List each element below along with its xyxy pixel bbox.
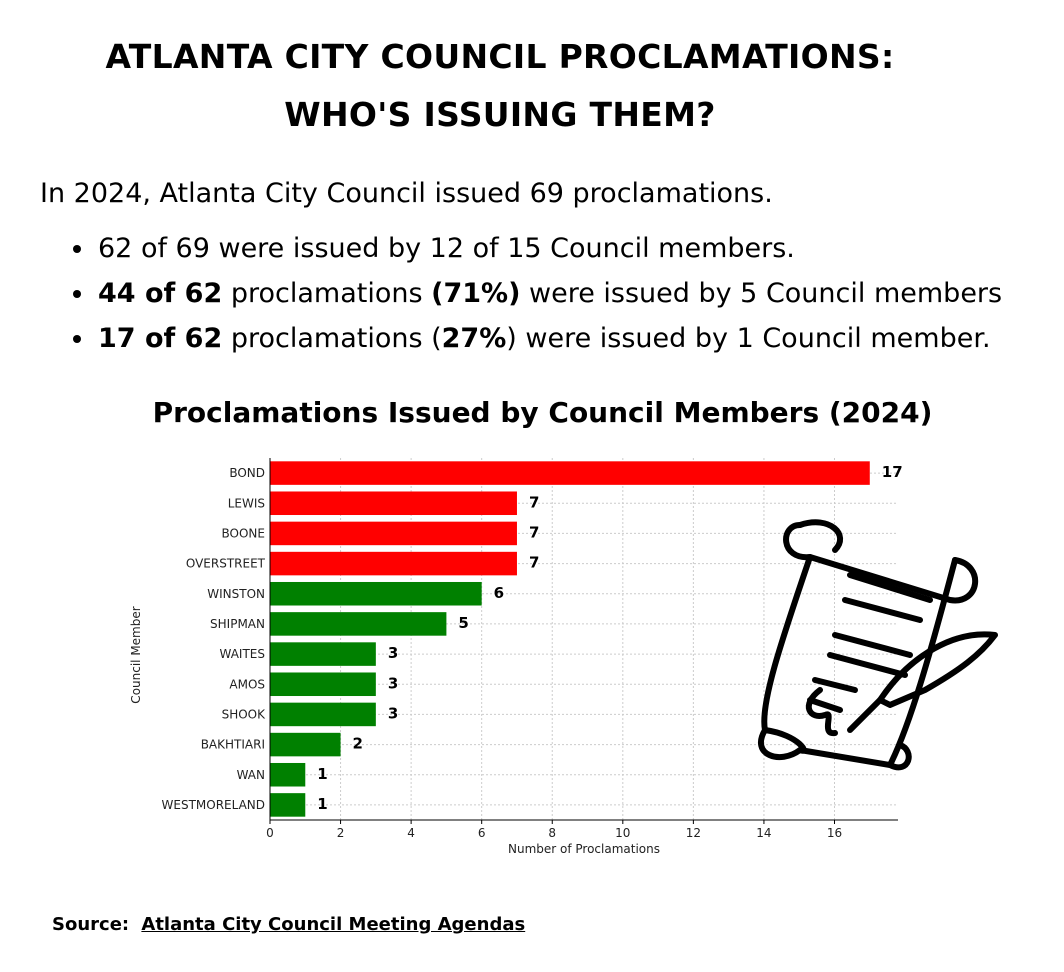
bar bbox=[270, 581, 482, 606]
bar bbox=[270, 461, 870, 485]
headline: ATLANTA CITY COUNCIL PROCLAMATIONS: WHO'… bbox=[0, 28, 1000, 144]
bullet-1-text: 62 of 69 were issued by 12 of 15 Council… bbox=[98, 233, 795, 264]
category-label: BAKHTIARI bbox=[201, 738, 265, 752]
x-tick-label: 8 bbox=[548, 826, 556, 840]
bullet-2-text-b: were issued by 5 Council members bbox=[520, 278, 1003, 309]
source-label: Source: bbox=[52, 914, 130, 935]
bar bbox=[270, 521, 517, 546]
category-label: SHIPMAN bbox=[210, 617, 265, 631]
value-label: 2 bbox=[353, 735, 363, 753]
x-tick-label: 16 bbox=[827, 826, 842, 840]
category-label: WINSTON bbox=[207, 587, 265, 601]
category-label: AMOS bbox=[229, 677, 265, 691]
x-tick-label: 10 bbox=[615, 826, 630, 840]
value-label: 5 bbox=[458, 614, 468, 632]
bullet-2-pct: (71%) bbox=[431, 278, 521, 309]
bar bbox=[270, 702, 376, 727]
x-tick-label: 0 bbox=[266, 826, 274, 840]
bullet-2-bold: 44 of 62 bbox=[98, 278, 223, 309]
headline-line-1: ATLANTA CITY COUNCIL PROCLAMATIONS: bbox=[105, 37, 895, 76]
bar bbox=[270, 612, 447, 636]
value-label: 3 bbox=[388, 644, 398, 662]
source-line: Source: Atlanta City Council Meeting Age… bbox=[52, 914, 525, 935]
bullet-2-text-a: proclamations bbox=[222, 278, 432, 309]
value-label: 1 bbox=[317, 765, 327, 783]
bar bbox=[270, 491, 517, 516]
source-link[interactable]: Atlanta City Council Meeting Agendas bbox=[141, 914, 526, 935]
bullet-2: 44 of 62 proclamations (71%) were issued… bbox=[96, 271, 1002, 316]
category-label: OVERSTREET bbox=[186, 557, 266, 571]
value-label: 7 bbox=[529, 493, 539, 511]
x-tick-label: 2 bbox=[337, 826, 345, 840]
category-label: WESTMORELAND bbox=[162, 798, 266, 812]
category-label: BOND bbox=[229, 466, 265, 480]
value-label: 7 bbox=[529, 554, 539, 572]
bullet-3-bold: 17 of 62 bbox=[98, 323, 223, 354]
bar bbox=[270, 672, 376, 697]
x-axis-title: Number of Proclamations bbox=[508, 842, 660, 856]
bar bbox=[270, 762, 306, 787]
value-label: 1 bbox=[317, 795, 327, 813]
intro-text: In 2024, Atlanta City Council issued 69 … bbox=[40, 178, 773, 209]
x-tick-label: 12 bbox=[686, 826, 701, 840]
x-tick-label: 4 bbox=[407, 826, 415, 840]
bullet-3: 17 of 62 proclamations (27%) were issued… bbox=[96, 316, 1002, 361]
value-label: 7 bbox=[529, 523, 539, 541]
bullet-3-pct: 27% bbox=[441, 323, 507, 354]
value-label: 17 bbox=[882, 463, 903, 481]
value-label: 3 bbox=[388, 674, 398, 692]
category-label: LEWIS bbox=[228, 496, 265, 510]
bar bbox=[270, 642, 376, 666]
value-label: 3 bbox=[388, 704, 398, 722]
category-label: SHOOK bbox=[222, 707, 267, 721]
category-label: BOONE bbox=[222, 526, 265, 540]
x-tick-label: 6 bbox=[478, 826, 486, 840]
value-label: 6 bbox=[494, 584, 504, 602]
bullet-3-text-a: proclamations ( bbox=[222, 323, 442, 354]
y-axis-title: Council Member bbox=[129, 606, 143, 703]
summary-bullets: 62 of 69 were issued by 12 of 15 Council… bbox=[70, 226, 1002, 361]
bullet-3-text-b: ) were issued by 1 Council member. bbox=[506, 323, 991, 354]
headline-line-2: WHO'S ISSUING THEM? bbox=[284, 95, 716, 134]
category-label: WAN bbox=[237, 768, 265, 782]
x-tick-label: 14 bbox=[756, 826, 771, 840]
category-label: WAITES bbox=[220, 647, 266, 661]
bar bbox=[270, 793, 306, 817]
bar-chart: BOND 17 LEWIS 7 BOONE 7 OVERSTREET 7 WINSTON 6 SHI… bbox=[129, 458, 903, 856]
bar bbox=[270, 551, 517, 576]
bullet-1: 62 of 69 were issued by 12 of 15 Council… bbox=[96, 226, 1002, 271]
chart-title: Proclamations Issued by Council Members … bbox=[152, 396, 933, 429]
bar bbox=[270, 732, 341, 757]
scroll-quill-icon bbox=[757, 519, 998, 771]
